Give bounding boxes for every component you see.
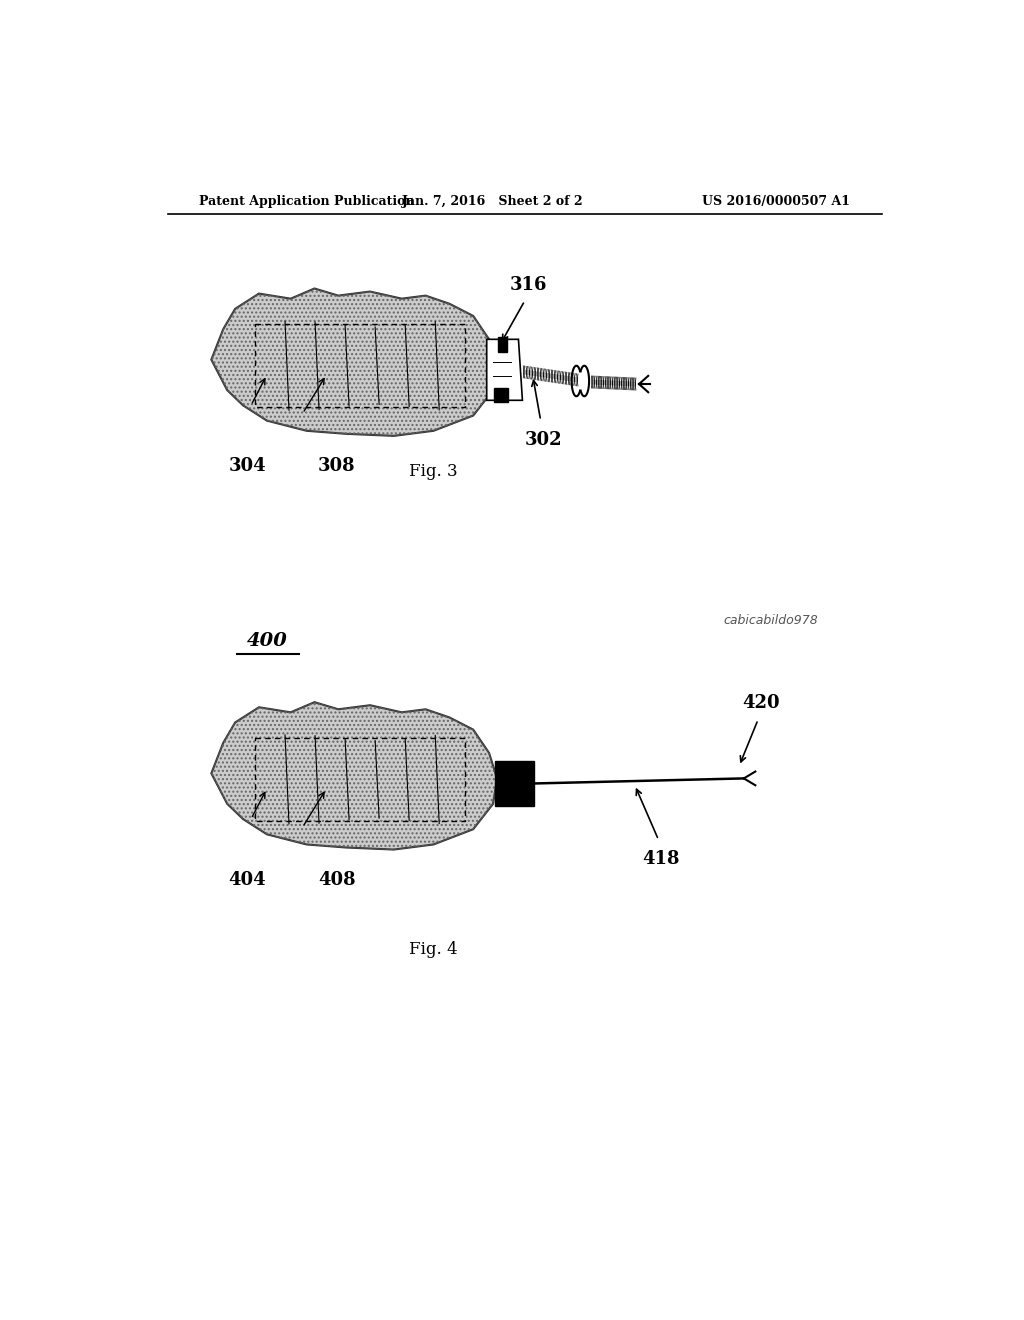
Polygon shape [486, 339, 522, 400]
Bar [498, 337, 507, 351]
Polygon shape [211, 289, 497, 436]
Text: 408: 408 [317, 871, 355, 890]
Text: 304: 304 [228, 457, 266, 475]
Text: 400: 400 [247, 632, 288, 651]
Bar [494, 388, 508, 403]
Text: 316: 316 [510, 276, 548, 293]
Text: 308: 308 [317, 457, 355, 475]
Text: cabicabildo978: cabicabildo978 [723, 614, 818, 627]
Text: Fig. 4: Fig. 4 [410, 941, 458, 957]
Bar [496, 762, 534, 805]
Polygon shape [211, 702, 497, 850]
Text: Patent Application Publication: Patent Application Publication [200, 194, 415, 207]
Text: US 2016/0000507 A1: US 2016/0000507 A1 [702, 194, 850, 207]
Text: Jan. 7, 2016   Sheet 2 of 2: Jan. 7, 2016 Sheet 2 of 2 [402, 194, 584, 207]
Text: 420: 420 [742, 694, 780, 713]
Text: 302: 302 [524, 430, 562, 449]
Text: Fig. 3: Fig. 3 [410, 463, 458, 480]
Text: 418: 418 [642, 850, 680, 869]
Text: 404: 404 [228, 871, 266, 890]
